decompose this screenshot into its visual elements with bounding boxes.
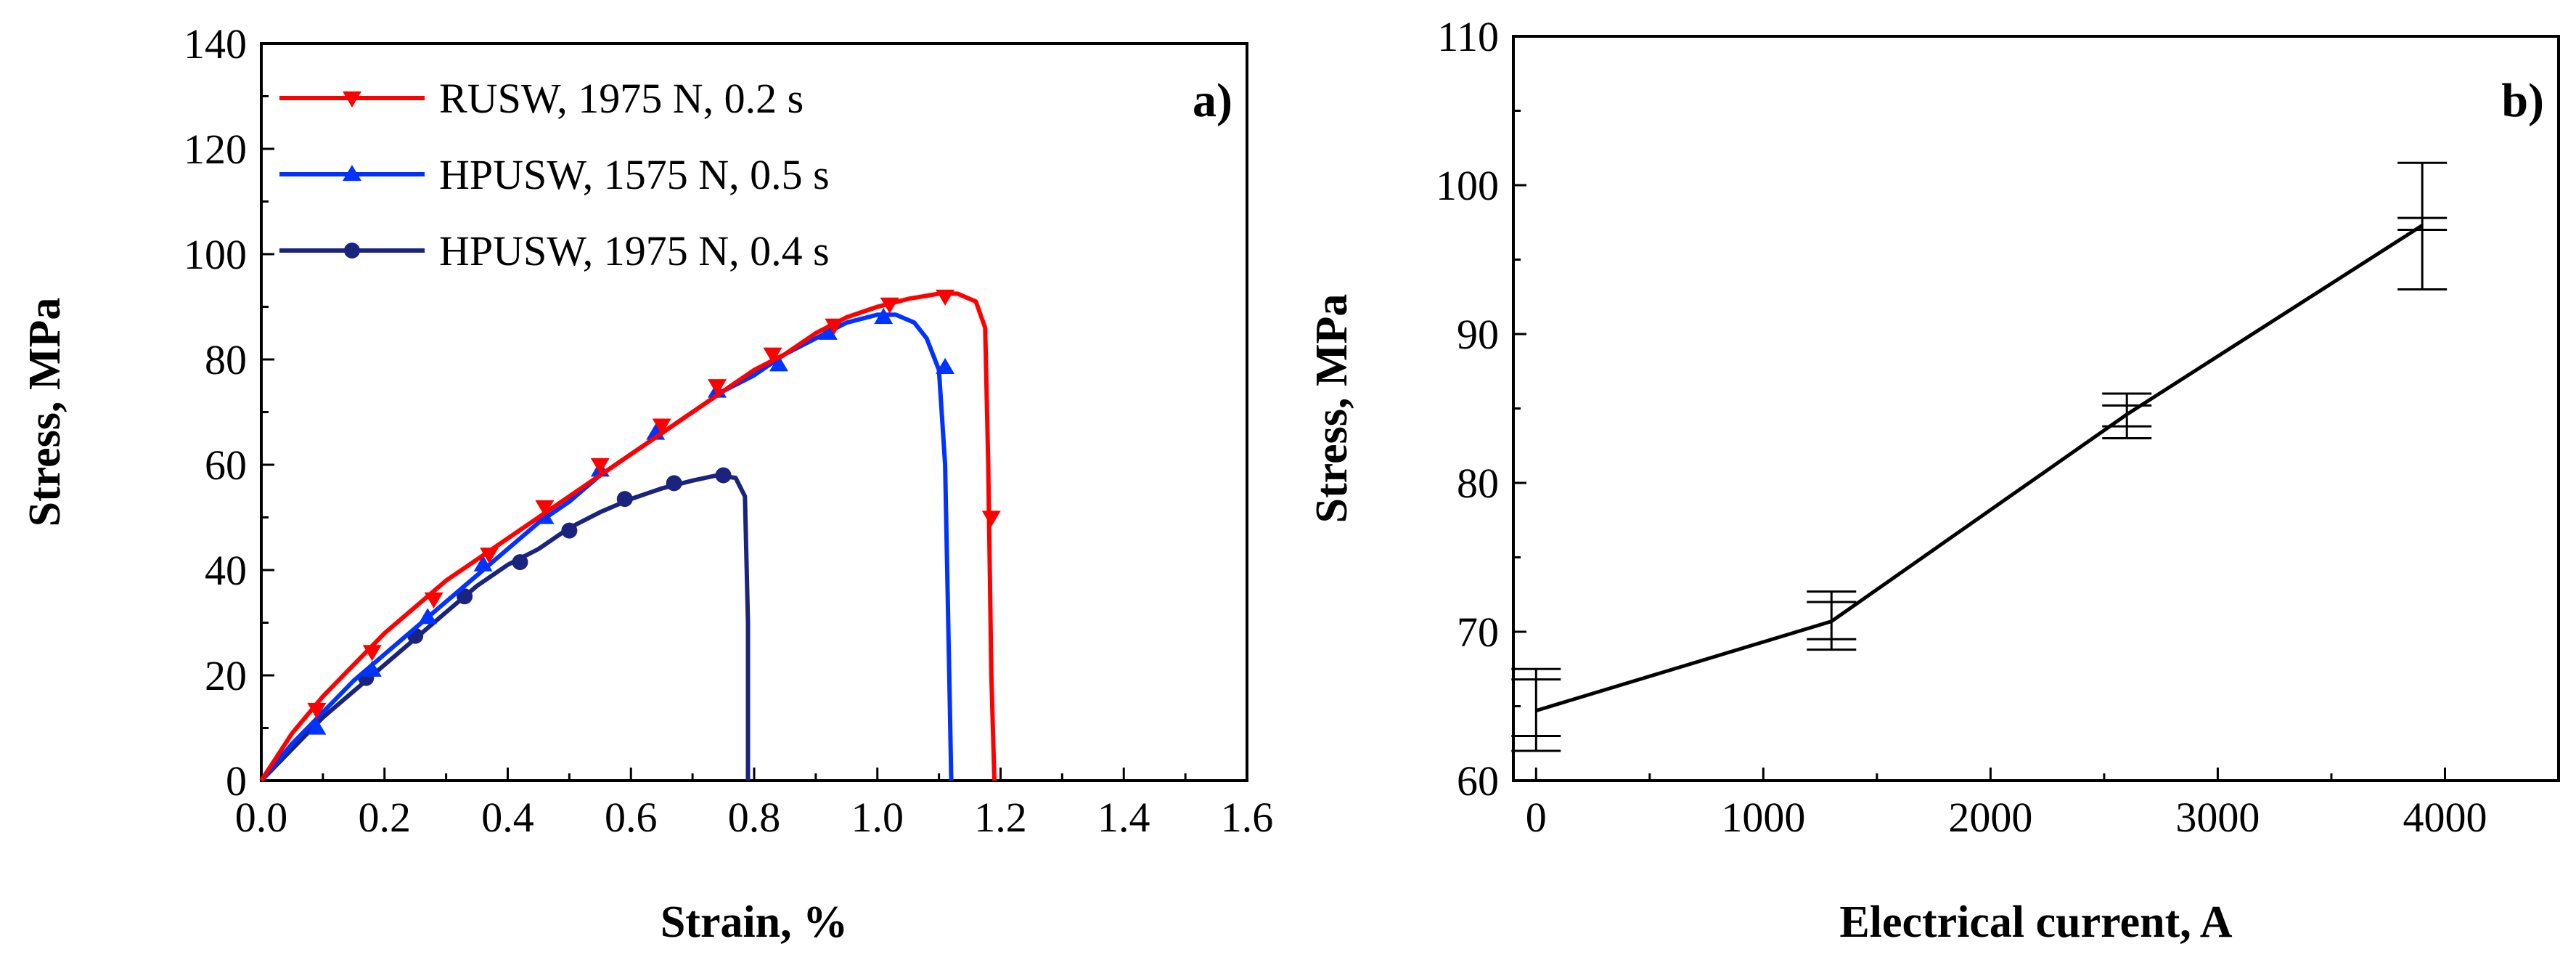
y-tick-label: 100 <box>184 231 247 278</box>
data-point <box>880 297 899 314</box>
y-tick-label: 60 <box>205 442 247 489</box>
y-tick-label: 20 <box>205 652 247 699</box>
panel-label: b) <box>2501 74 2544 127</box>
y-tick-label: 40 <box>205 547 247 594</box>
data-point <box>874 308 894 325</box>
series-line <box>259 291 997 782</box>
x-tick-label: 0.0 <box>235 794 288 841</box>
y-axis-title: Stress, MPa <box>20 298 70 527</box>
series-line <box>1535 224 2424 712</box>
data-point <box>708 379 727 396</box>
y-tick-label: 80 <box>1457 460 1499 507</box>
legend-marker <box>344 243 360 259</box>
data-point <box>473 555 493 571</box>
x-tick-label: 3000 <box>2175 794 2260 841</box>
legend-entry: HPUSW, 1575 N, 0.5 s <box>439 151 830 198</box>
data-point <box>424 592 443 609</box>
legend-marker <box>343 165 361 182</box>
y-tick-label: 70 <box>1457 609 1499 656</box>
data-point <box>561 522 578 539</box>
y-tick-label: 90 <box>1457 311 1499 358</box>
data-point <box>457 588 473 605</box>
legend-marker <box>343 91 361 107</box>
data-point <box>480 548 499 564</box>
data-point <box>362 660 382 677</box>
y-tick-label: 140 <box>184 20 247 68</box>
data-point <box>512 554 528 571</box>
y-tick-label: 100 <box>1436 162 1499 209</box>
x-tick-label: 1000 <box>1721 794 1805 841</box>
x-tick-label: 0.6 <box>605 794 658 841</box>
data-point <box>590 457 610 474</box>
series-line <box>259 312 954 782</box>
data-point <box>769 355 788 372</box>
data-point <box>936 289 955 306</box>
y-tick-label: 110 <box>1437 13 1499 60</box>
panel-b-stress-current-chart: 0 1000 2000 3000 4000 60 70 80 90 100 110 Electrica… <box>1307 13 2560 947</box>
y-tick-label: 0 <box>226 757 247 805</box>
x-tick-label: 1.6 <box>1221 794 1274 841</box>
data-point <box>825 318 844 335</box>
data-point <box>307 703 327 720</box>
x-tick-label: 4000 <box>2403 794 2487 841</box>
legend-entry: RUSW, 1975 N, 0.2 s <box>439 75 804 122</box>
data-point <box>763 347 782 364</box>
x-axis-title: Electrical current, A <box>1839 898 2232 947</box>
data-point <box>652 418 671 435</box>
x-tick-label: 0.4 <box>481 794 534 841</box>
x-tick-label: 0 <box>1526 794 1547 841</box>
data-point <box>362 645 382 662</box>
data-point <box>666 475 682 492</box>
y-axis-title: Stress, MPa <box>1307 294 1357 524</box>
x-tick-label: 1.0 <box>851 794 904 841</box>
data-point <box>936 357 955 374</box>
y-tick-label: 80 <box>205 336 247 383</box>
data-point <box>818 323 838 340</box>
x-tick-label: 1.2 <box>974 794 1027 841</box>
panel-a-stress-strain-chart: 0.0 0.2 0.4 0.6 0.8 1.0 1.2 1.4 1.6 0 20 40 60 80 100 1… <box>20 20 1273 947</box>
y-tick-label: 120 <box>184 126 247 173</box>
x-tick-label: 2000 <box>1948 794 2032 841</box>
panel-label: a) <box>1193 74 1232 127</box>
x-tick-label: 0.2 <box>359 794 412 841</box>
x-tick-label: 1.4 <box>1097 794 1150 841</box>
legend-entry: HPUSW, 1975 N, 0.4 s <box>439 227 830 274</box>
data-point <box>715 467 732 484</box>
data-point <box>307 718 327 735</box>
data-point <box>418 608 438 625</box>
data-point <box>616 491 633 508</box>
x-axis-title: Strain, % <box>661 898 848 947</box>
x-tick-label: 0.8 <box>728 794 781 841</box>
series-line <box>259 473 751 783</box>
data-point <box>535 500 555 516</box>
y-tick-label: 60 <box>1457 757 1499 805</box>
data-point <box>981 510 1001 527</box>
